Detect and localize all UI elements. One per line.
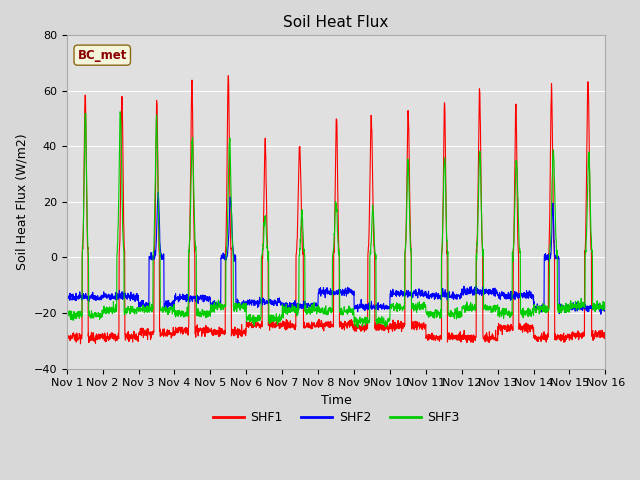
SHF1 <box>602 331 609 336</box>
SHF2 <box>569 303 577 309</box>
SHF1 <box>213 330 221 336</box>
SHF1 <box>77 341 84 347</box>
SHF2 <box>493 288 500 294</box>
SHF3 <box>493 304 500 310</box>
SHF3 <box>213 307 221 312</box>
Line: SHF1: SHF1 <box>67 76 605 344</box>
SHF3 <box>352 317 360 323</box>
Text: BC_met: BC_met <box>77 48 127 61</box>
SHF1 <box>225 73 232 79</box>
SHF3 <box>63 314 70 320</box>
SHF2 <box>602 303 609 309</box>
SHF2 <box>364 304 371 310</box>
SHF2 <box>597 312 605 317</box>
SHF2 <box>154 190 162 195</box>
SHF3 <box>570 303 577 309</box>
SHF1 <box>63 333 70 339</box>
SHF3 <box>354 324 362 330</box>
Y-axis label: Soil Heat Flux (W/m2): Soil Heat Flux (W/m2) <box>15 133 28 270</box>
SHF3 <box>554 308 562 314</box>
SHF2 <box>554 253 562 259</box>
SHF3 <box>364 321 371 326</box>
SHF3 <box>602 303 609 309</box>
SHF3 <box>116 109 124 115</box>
SHF2 <box>63 292 70 298</box>
SHF2 <box>213 304 221 310</box>
Line: SHF3: SHF3 <box>67 112 605 327</box>
SHF2 <box>352 302 360 308</box>
Title: Soil Heat Flux: Soil Heat Flux <box>284 15 388 30</box>
SHF1 <box>364 322 371 328</box>
SHF1 <box>554 333 562 339</box>
Line: SHF2: SHF2 <box>67 192 605 314</box>
Legend: SHF1, SHF2, SHF3: SHF1, SHF2, SHF3 <box>207 406 465 429</box>
SHF1 <box>493 337 500 343</box>
SHF1 <box>352 324 360 330</box>
SHF1 <box>570 332 577 337</box>
X-axis label: Time: Time <box>321 394 351 407</box>
